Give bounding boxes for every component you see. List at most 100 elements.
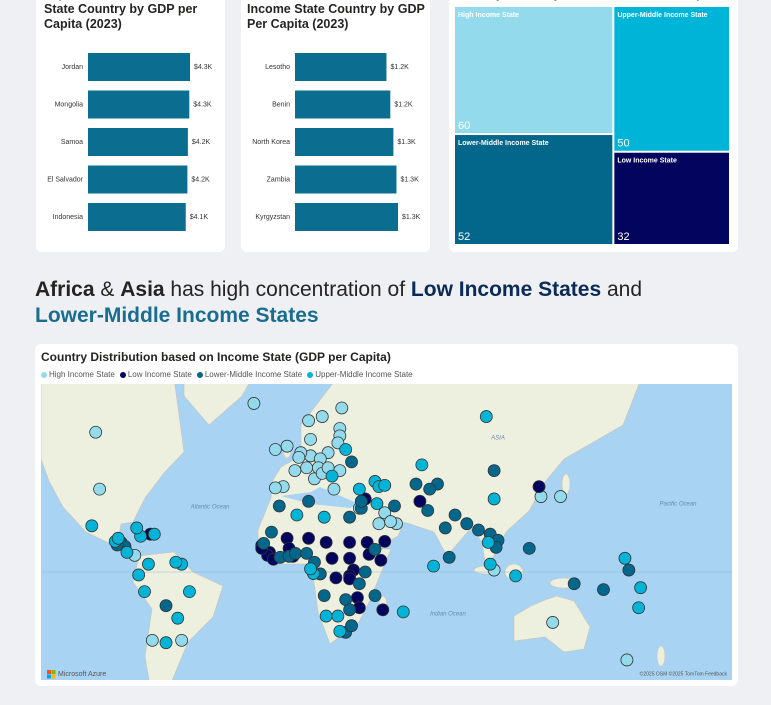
headline-text: & [94,278,121,301]
legend-item[interactable]: Lower-Middle Income State [196,370,302,379]
map-point [290,508,304,522]
value-label: $4.1K [190,214,209,221]
map-point [354,494,368,508]
map-point [292,450,306,464]
value-label: $4.3K [193,101,212,108]
value-label: $4.3K [194,64,213,71]
map-point [384,515,398,528]
map-point [388,499,401,513]
map-point [620,653,634,667]
bar [88,90,190,119]
map-point [345,619,358,633]
map: Atlantic Ocean Pacific Ocean Indian Ocean A… [41,384,732,680]
map-point [442,550,456,564]
chart-title: Top 5 Lower-Middle Income State Country … [44,0,208,31]
bar-card: Top 5 Lower-Middle Income State Country … [36,0,225,252]
map-point [120,545,134,559]
value-label: $1.3K [400,176,419,183]
value-label: $4.2K [192,139,211,146]
treemap-tile [455,7,613,134]
map-point [93,482,107,496]
chart-title: Bottom 5 Lower-Middle Income State Count… [247,0,425,31]
treemap-card: Country Count by Different Income Group … [449,0,738,252]
map-point [622,563,636,577]
treemap-tile [614,152,729,244]
map-point [396,605,410,619]
map-label: ASIA [490,436,505,442]
bar-chart: Jordan $4.3K Mongolia $4.3K Samoa $4.2K El Sal… [47,53,213,231]
map-label: Pacific Ocean [659,502,697,508]
map-point [343,551,356,565]
bar [295,90,391,119]
legend-item[interactable]: High Income State [41,370,115,379]
treemap-tile [455,135,613,244]
map-point [421,504,435,517]
chart-title: Country Count by Different Income Group [455,0,735,2]
map-point [632,601,646,615]
map-point [372,517,386,531]
map-point [132,568,146,582]
headline-text: Low Income States [410,278,602,301]
tile-label: Lower-Middle Income State [458,140,549,147]
map-point [374,553,388,567]
tile-value: 60 [458,120,470,132]
map-point [175,633,189,647]
bar-card: Bottom 5 Lower-Middle Income State Count… [241,0,430,252]
map-point [345,455,358,469]
map-point [378,478,392,492]
map-point [317,589,331,603]
legend-item[interactable]: Low Income State [119,370,192,379]
map-point [427,559,440,573]
bar [295,53,387,81]
tile-label: Low Income State [617,158,677,165]
map-point [368,589,382,603]
legend-text: Low Income State [127,370,192,379]
map-point [370,497,384,511]
map-point [138,585,151,599]
map-point [335,401,349,415]
map-point [142,557,155,571]
tile-value: 52 [458,231,470,243]
map-point [352,577,366,591]
map-point [554,490,567,503]
map-point [352,482,366,496]
headline-text: Africa [35,278,95,301]
map-point [257,536,271,550]
bar [88,165,188,194]
treemap: High Income State 60 Lower-Middle Income S… [455,7,729,244]
map-point [85,519,99,533]
map-point [438,521,452,535]
map-point [376,603,390,617]
legend-marker [41,372,47,378]
bar [295,128,394,156]
map-point [265,525,278,539]
map-point [634,581,647,595]
tile-label: High Income State [458,12,519,19]
map-point [247,397,261,410]
tile-value: 32 [617,231,629,243]
map-point [300,546,314,560]
category-label: Lesotho [265,64,290,71]
map-point [268,481,282,495]
map-point [89,425,103,439]
legend-marker [119,372,126,378]
category-label: Jordan [62,64,84,71]
headline-text: has high concentration of [164,278,411,301]
bar [88,128,188,156]
map-point [272,499,286,513]
map-point [423,482,437,496]
map-point [479,410,493,423]
map-point [481,535,495,549]
legend-item[interactable]: Upper-Middle Income State [307,370,413,379]
map-point [339,443,353,456]
map-point [302,531,315,545]
map-point [147,527,161,541]
map-point [111,531,125,545]
value-label: $1.3K [402,214,421,221]
category-label: Mongolia [55,101,84,108]
headline-text: and [601,278,643,301]
map-point [378,506,392,520]
map-point [343,535,356,549]
bar [295,203,398,231]
